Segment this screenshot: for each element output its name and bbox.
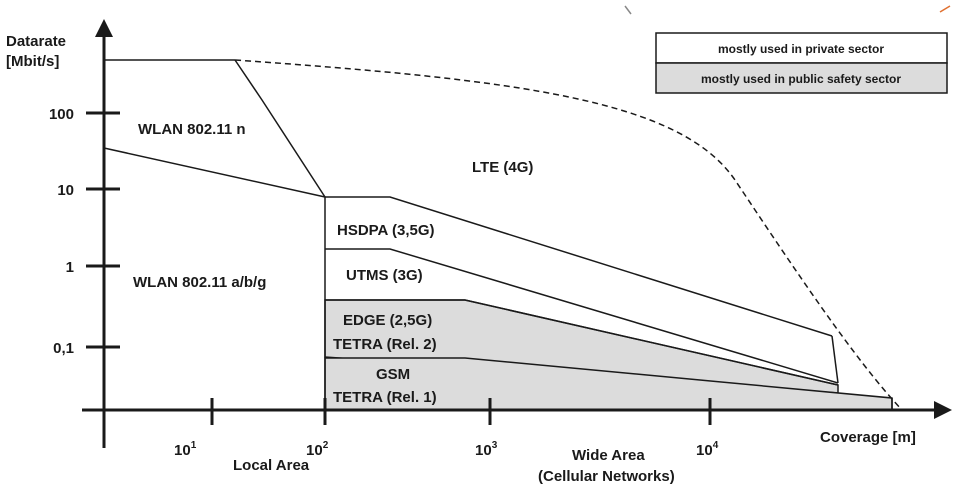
y-tick-label-100: 100 bbox=[49, 106, 74, 123]
edge-top-boundary bbox=[325, 299, 839, 386]
decor-mark-right bbox=[939, 5, 951, 13]
edge-label: EDGE (2,5G) bbox=[343, 312, 432, 329]
lte-label: LTE (4G) bbox=[472, 159, 533, 176]
cellular-networks-label: (Cellular Networks) bbox=[538, 468, 675, 485]
local-area-label: Local Area bbox=[233, 457, 310, 474]
region-boundaries bbox=[103, 59, 903, 411]
hsdpa-label: HSDPA (3,5G) bbox=[337, 222, 435, 239]
y-tick-label-10: 10 bbox=[57, 182, 74, 199]
legend-public-box bbox=[655, 62, 948, 94]
y-axis-title-line2: [Mbit/s] bbox=[6, 53, 59, 70]
tetra-rel2-label: TETRA (Rel. 2) bbox=[333, 336, 437, 353]
legend-private-label: mostly used in private sector bbox=[718, 42, 884, 56]
x-tick-label-1e4: 104 bbox=[696, 440, 719, 459]
y-tick-label-1: 1 bbox=[66, 259, 74, 276]
wide-area-label: Wide Area bbox=[572, 447, 645, 464]
y-ticks bbox=[86, 111, 120, 349]
wlan-n-boundary bbox=[234, 59, 326, 198]
legend-public-label: mostly used in public safety sector bbox=[701, 72, 901, 86]
legend-private-box bbox=[655, 32, 948, 64]
x-ticks bbox=[210, 398, 712, 425]
hsdpa-top-boundary bbox=[325, 196, 833, 337]
tetra-rel1-label: TETRA (Rel. 1) bbox=[333, 389, 437, 406]
x-tick-label-1e3: 103 bbox=[475, 440, 498, 459]
x-axis-title: Coverage [m] bbox=[820, 429, 916, 446]
x-tick-label-1e2: 102 bbox=[306, 440, 329, 459]
lte-dashed-limit bbox=[234, 59, 903, 411]
wlan-abg-label: WLAN 802.11 a/b/g bbox=[133, 274, 266, 291]
wlan-n-label: WLAN 802.11 n bbox=[138, 121, 246, 138]
lte-right-boundary bbox=[831, 335, 839, 384]
x-tick-label-1e1: 101 bbox=[174, 440, 197, 459]
legend: mostly used in private sector mostly use… bbox=[655, 32, 948, 94]
wlan-abg-boundary bbox=[103, 147, 326, 198]
gsm-label: GSM bbox=[376, 366, 410, 383]
decor-mark-left bbox=[624, 5, 632, 15]
y-axis-title-line1: Datarate bbox=[6, 33, 66, 50]
y-tick-label-0-1: 0,1 bbox=[53, 340, 74, 357]
umts-label: UTMS (3G) bbox=[346, 267, 423, 284]
umts-top-boundary bbox=[325, 248, 839, 384]
